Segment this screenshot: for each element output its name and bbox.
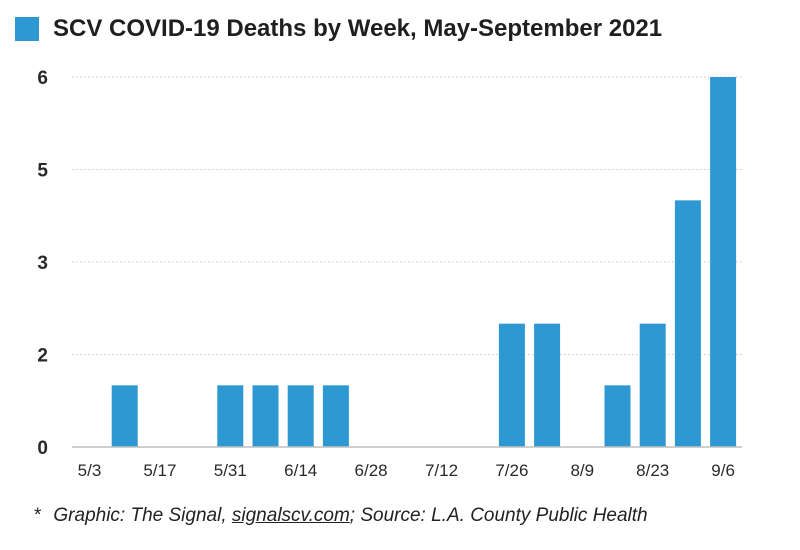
x-tick-label: 6/14: [284, 461, 317, 480]
x-axis-ticks: 5/3 5/17 5/31 6/14 6/28 7/12 7/26 8/9 8/23 9/6: [78, 461, 735, 480]
chart-title: SCV COVID-19 Deaths by Week, May-Septemb…: [53, 15, 663, 42]
x-tick-label: 8/9: [570, 461, 594, 480]
x-tick-label: 5/3: [78, 461, 102, 480]
x-tick-label: 7/12: [425, 461, 458, 480]
bars: [111, 77, 737, 447]
bar-5-10: [111, 385, 138, 447]
bar-6-7: [252, 385, 279, 447]
x-tick-label: 5/17: [143, 461, 176, 480]
x-tick-label: 7/26: [495, 461, 528, 480]
bar-8-2: [534, 323, 561, 447]
x-tick-label: 6/28: [355, 461, 388, 480]
source-link[interactable]: signalscv.com: [231, 505, 350, 526]
bar-8-23: [639, 323, 666, 447]
footnote-prefix: Graphic: The Signal,: [53, 505, 232, 526]
bar-6-21: [322, 385, 349, 447]
y-axis-ticks: 0 2 3 5 6: [37, 68, 48, 459]
y-tick-label: 2: [37, 346, 48, 367]
chart-legend: SCV COVID-19 Deaths by Week, May-Septemb…: [15, 14, 662, 44]
bar-8-30: [674, 200, 701, 447]
y-tick-label: 6: [37, 68, 48, 89]
y-tick-label: 3: [37, 253, 48, 274]
bar-9-6: [710, 77, 737, 447]
legend-swatch: [15, 17, 39, 41]
bar-6-14: [287, 385, 314, 447]
bar-8-16: [604, 385, 631, 447]
footnote-suffix: ; Source: L.A. County Public Health: [349, 505, 648, 526]
bar-chart: 0 2 3 5 6 5/3 5/17 5/31 6/14 6/28 7/12 7/26 8/9 8/23…: [37, 68, 742, 480]
x-tick-label: 5/31: [214, 461, 247, 480]
source-footnote: * Graphic: The Signal, signalscv.com; Sou…: [34, 505, 648, 527]
bar-5-31: [217, 385, 244, 447]
bar-7-26: [498, 323, 525, 447]
footnote-marker: *: [34, 505, 42, 526]
x-tick-label: 9/6: [711, 461, 735, 480]
x-tick-label: 8/23: [636, 461, 669, 480]
gridlines: [72, 76, 742, 355]
y-tick-label: 0: [37, 438, 48, 459]
y-tick-label: 5: [37, 161, 48, 182]
